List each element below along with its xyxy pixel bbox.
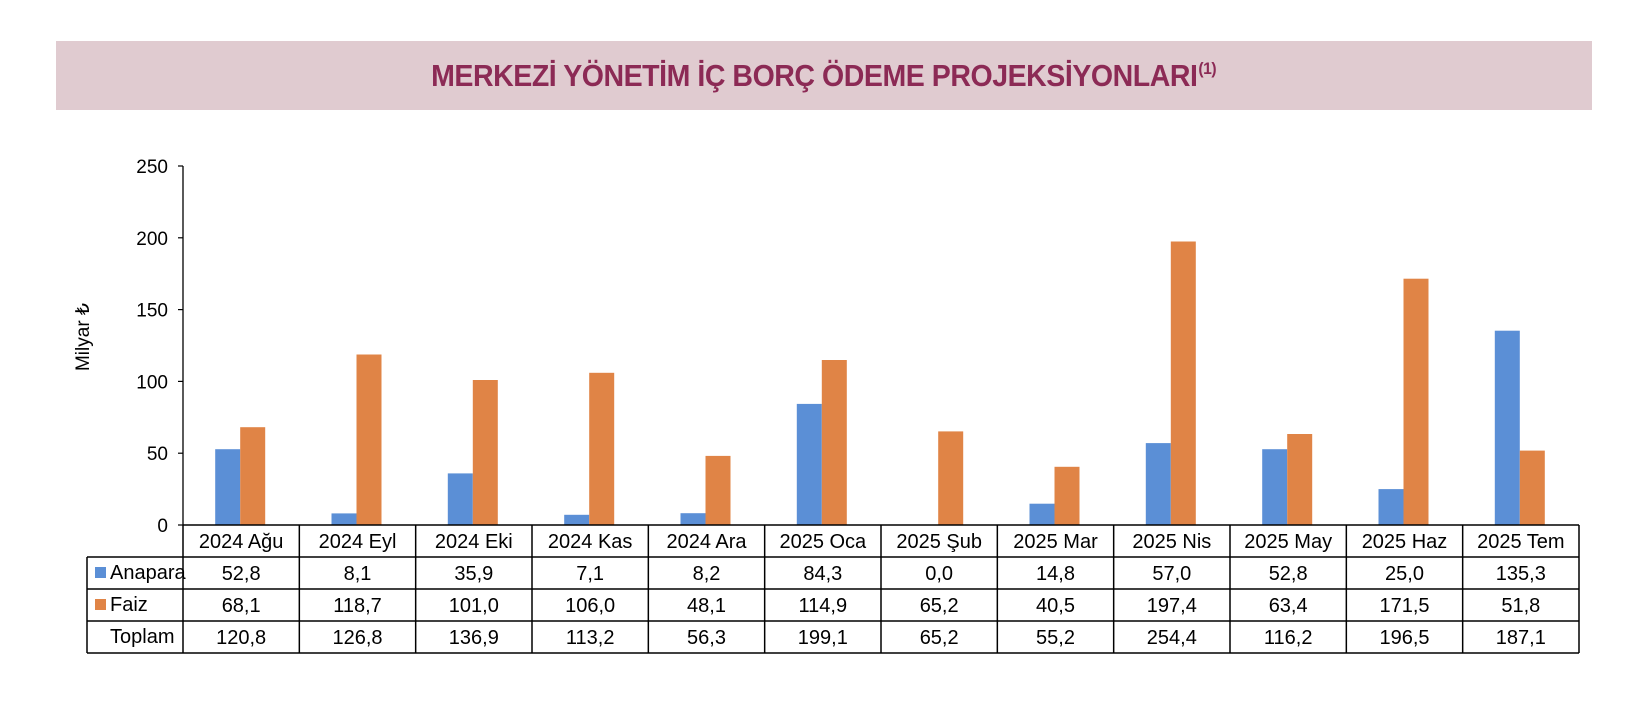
x-tick-label-7: 2025 Mar [1013,531,1098,553]
chart-title-text: MERKEZİ YÖNETİM İÇ BORÇ ÖDEME PROJEKSİYO… [431,57,1199,93]
table-cell-anapara-1: 8,1 [344,563,372,585]
table-cell-anapara-0: 52,8 [222,563,261,585]
table-cell-faiz-3: 106,0 [565,595,615,617]
y-tick-label-0: 0 [157,516,168,537]
bar-faiz-2 [472,380,498,525]
bar-faiz-10 [1403,278,1429,525]
x-tick-label-11: 2025 Tem [1477,531,1564,553]
table-cell-faiz-5: 114,9 [799,595,848,617]
legend-swatch-anapara [95,567,106,578]
legend-swatch-faiz [95,599,106,610]
table-cell-faiz-8: 197,4 [1147,595,1197,617]
bar-faiz-8 [1170,241,1196,525]
table-cell-faiz-2: 101,0 [449,595,499,617]
table-cell-faiz-1: 118,7 [333,595,382,617]
bar-anapara-2 [447,473,473,525]
table-cell-toplam-2: 136,9 [449,627,499,649]
table-cell-faiz-7: 40,5 [1036,595,1075,617]
chart-title: MERKEZİ YÖNETİM İÇ BORÇ ÖDEME PROJEKSİYO… [432,58,1217,94]
bar-anapara-0 [215,449,241,525]
bar-anapara-4 [680,513,706,525]
table-cell-faiz-6: 65,2 [920,595,959,617]
bar-faiz-1 [356,354,382,525]
table-cell-toplam-4: 56,3 [687,627,726,649]
y-tick-label-100: 100 [136,372,168,393]
table-row-label-toplam: Toplam [110,626,174,648]
bar-faiz-9 [1287,434,1313,525]
table-cell-toplam-6: 65,2 [920,627,959,649]
y-tick-label-150: 150 [136,301,168,322]
table-cell-anapara-10: 25,0 [1385,563,1424,585]
x-tick-label-9: 2025 May [1244,531,1332,553]
bar-anapara-9 [1262,449,1288,525]
table-cell-faiz-10: 171,5 [1379,595,1429,617]
bar-anapara-1 [331,513,357,525]
table-cell-anapara-11: 135,3 [1496,563,1546,585]
table-cell-anapara-3: 7,1 [576,563,604,585]
x-tick-label-3: 2024 Kas [548,531,633,553]
legend-label-anapara: Anapara [110,562,186,584]
bar-faiz-5 [821,360,847,525]
bar-faiz-3 [589,372,615,525]
x-tick-label-1: 2024 Eyl [319,531,397,553]
legend-label-faiz: Faiz [110,594,148,616]
x-tick-label-10: 2025 Haz [1362,531,1448,553]
x-tick-label-0: 2024 Ağu [199,531,284,553]
x-tick-label-2: 2024 Eki [435,531,513,553]
bar-anapara-7 [1029,503,1055,525]
table-cell-faiz-0: 68,1 [222,595,261,617]
bar-faiz-6 [938,431,964,525]
table-cell-anapara-2: 35,9 [454,563,493,585]
table-cell-anapara-5: 84,3 [803,563,842,585]
table-cell-faiz-11: 51,8 [1501,595,1540,617]
title-footnote: (1) [1198,58,1217,78]
table-cell-toplam-10: 196,5 [1379,627,1429,649]
title-banner: MERKEZİ YÖNETİM İÇ BORÇ ÖDEME PROJEKSİYO… [56,41,1592,110]
bar-anapara-3 [564,514,590,525]
table-cell-toplam-1: 126,8 [332,627,382,649]
x-tick-label-6: 2025 Şub [896,531,982,553]
bar-anapara-5 [796,403,822,525]
y-tick-label-50: 50 [147,444,168,465]
bar-faiz-7 [1054,466,1080,525]
table-cell-toplam-7: 55,2 [1036,627,1075,649]
table-cell-toplam-3: 113,2 [566,627,615,649]
table-cell-toplam-0: 120,8 [216,627,266,649]
bar-anapara-10 [1378,489,1404,525]
table-cell-anapara-4: 8,2 [693,563,721,585]
y-tick-label-250: 250 [136,157,168,178]
bar-anapara-8 [1145,443,1171,525]
table-cell-toplam-11: 187,1 [1496,627,1546,649]
x-tick-label-8: 2025 Nis [1132,531,1211,553]
bar-faiz-11 [1519,450,1545,525]
y-tick-label-200: 200 [136,229,168,250]
table-cell-anapara-7: 14,8 [1036,563,1075,585]
bar-faiz-4 [705,455,731,525]
table-cell-anapara-6: 0,0 [925,563,953,585]
table-cell-toplam-9: 116,2 [1264,627,1313,649]
x-tick-label-4: 2024 Ara [666,531,747,553]
table-cell-toplam-5: 199,1 [798,627,848,649]
table-cell-anapara-8: 57,0 [1152,563,1191,585]
table-cell-toplam-8: 254,4 [1147,627,1197,649]
x-tick-label-5: 2025 Oca [779,531,867,553]
table-cell-faiz-9: 63,4 [1269,595,1308,617]
table-cell-anapara-9: 52,8 [1269,563,1308,585]
bar-faiz-0 [240,427,266,525]
y-axis-title: Milyar ₺ [73,303,94,371]
table-cell-faiz-4: 48,1 [687,595,726,617]
bar-anapara-11 [1494,330,1520,525]
